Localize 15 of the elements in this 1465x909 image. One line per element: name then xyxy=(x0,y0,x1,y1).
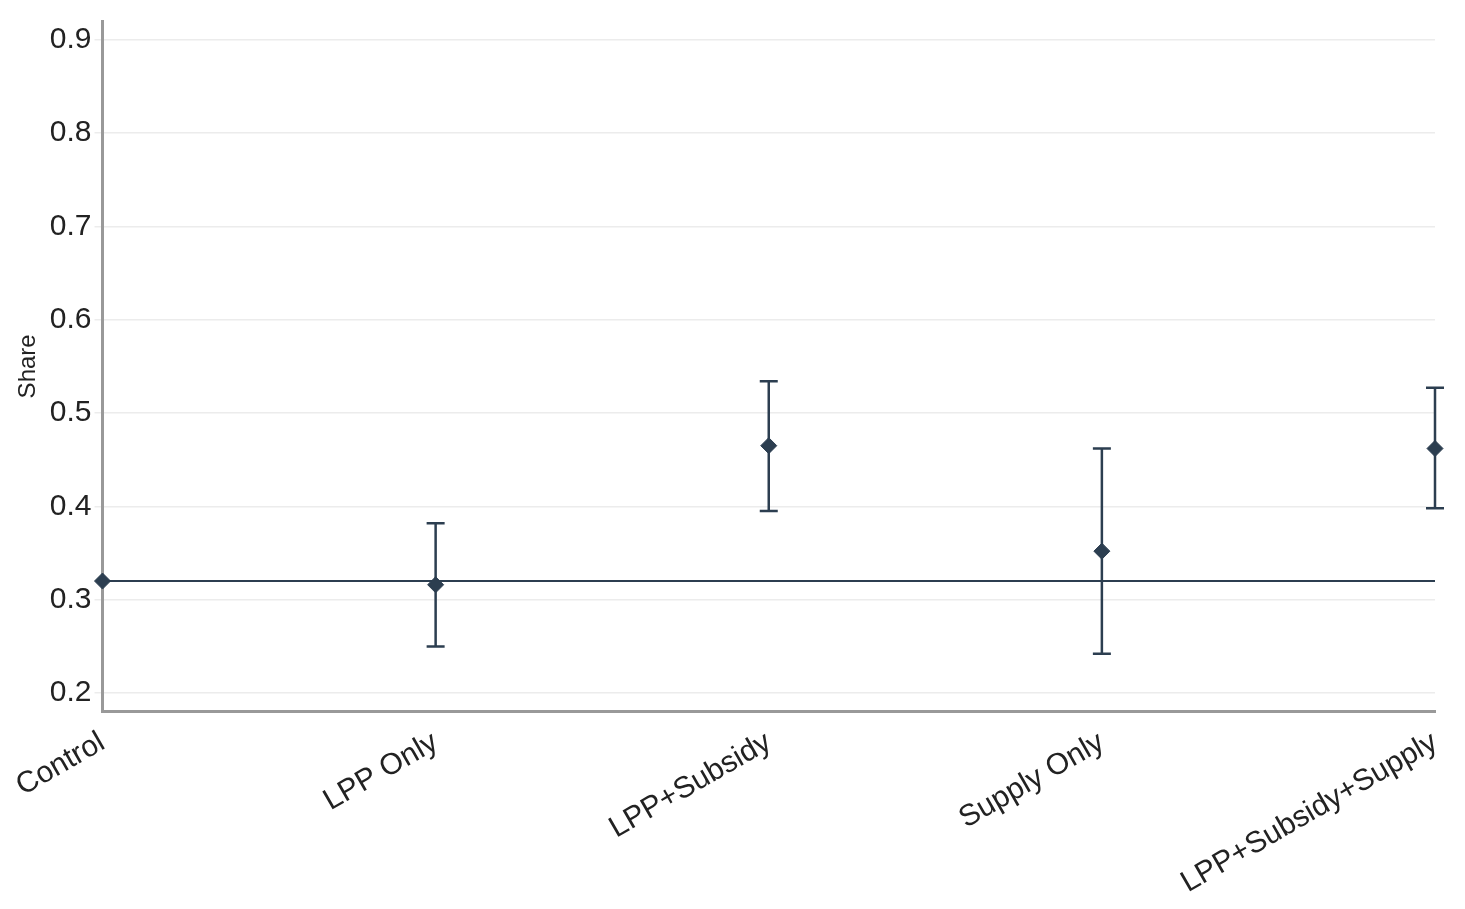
y-tick-label: 0.6 xyxy=(49,300,92,334)
point xyxy=(94,572,111,590)
y-tick-label: 0.2 xyxy=(49,674,92,708)
y-tick-label: 0.9 xyxy=(49,20,92,54)
point xyxy=(427,576,445,594)
point xyxy=(1093,542,1111,560)
y-tick-label: 0.8 xyxy=(49,114,92,148)
x-tick-label: LPP Only xyxy=(317,724,443,816)
y-tick-label: 0.4 xyxy=(49,487,92,521)
y-tick-label: 0.5 xyxy=(49,394,92,428)
y-axis-title: Share xyxy=(13,334,41,399)
point xyxy=(1426,440,1444,457)
y-tick-label: 0.7 xyxy=(49,207,92,241)
y-tick-label: 0.3 xyxy=(49,580,92,614)
point xyxy=(760,437,778,455)
